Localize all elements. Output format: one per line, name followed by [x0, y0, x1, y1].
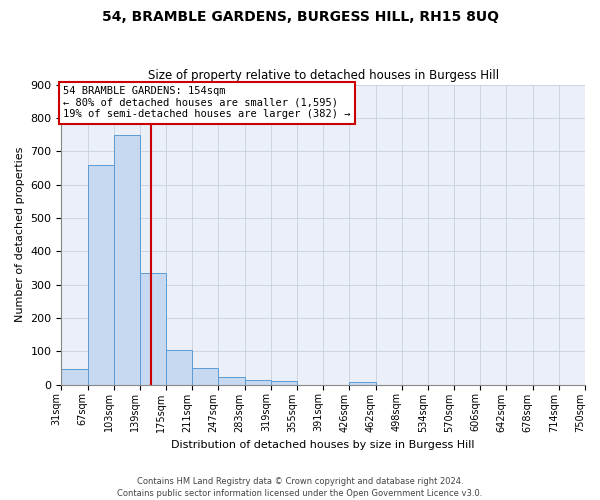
Title: Size of property relative to detached houses in Burgess Hill: Size of property relative to detached ho… [148, 69, 499, 82]
X-axis label: Distribution of detached houses by size in Burgess Hill: Distribution of detached houses by size … [172, 440, 475, 450]
Text: 54, BRAMBLE GARDENS, BURGESS HILL, RH15 8UQ: 54, BRAMBLE GARDENS, BURGESS HILL, RH15 … [101, 10, 499, 24]
Bar [271, 382, 297, 384]
Bar [140, 273, 166, 384]
Bar [349, 382, 376, 384]
Bar [114, 134, 140, 384]
Bar [245, 380, 271, 384]
Text: 54 BRAMBLE GARDENS: 154sqm
← 80% of detached houses are smaller (1,595)
19% of s: 54 BRAMBLE GARDENS: 154sqm ← 80% of deta… [63, 86, 350, 120]
Bar [218, 378, 245, 384]
Bar [166, 350, 193, 384]
Bar [61, 369, 88, 384]
Y-axis label: Number of detached properties: Number of detached properties [15, 147, 25, 322]
Bar [88, 164, 114, 384]
Bar [193, 368, 218, 384]
Text: Contains HM Land Registry data © Crown copyright and database right 2024.
Contai: Contains HM Land Registry data © Crown c… [118, 476, 482, 498]
